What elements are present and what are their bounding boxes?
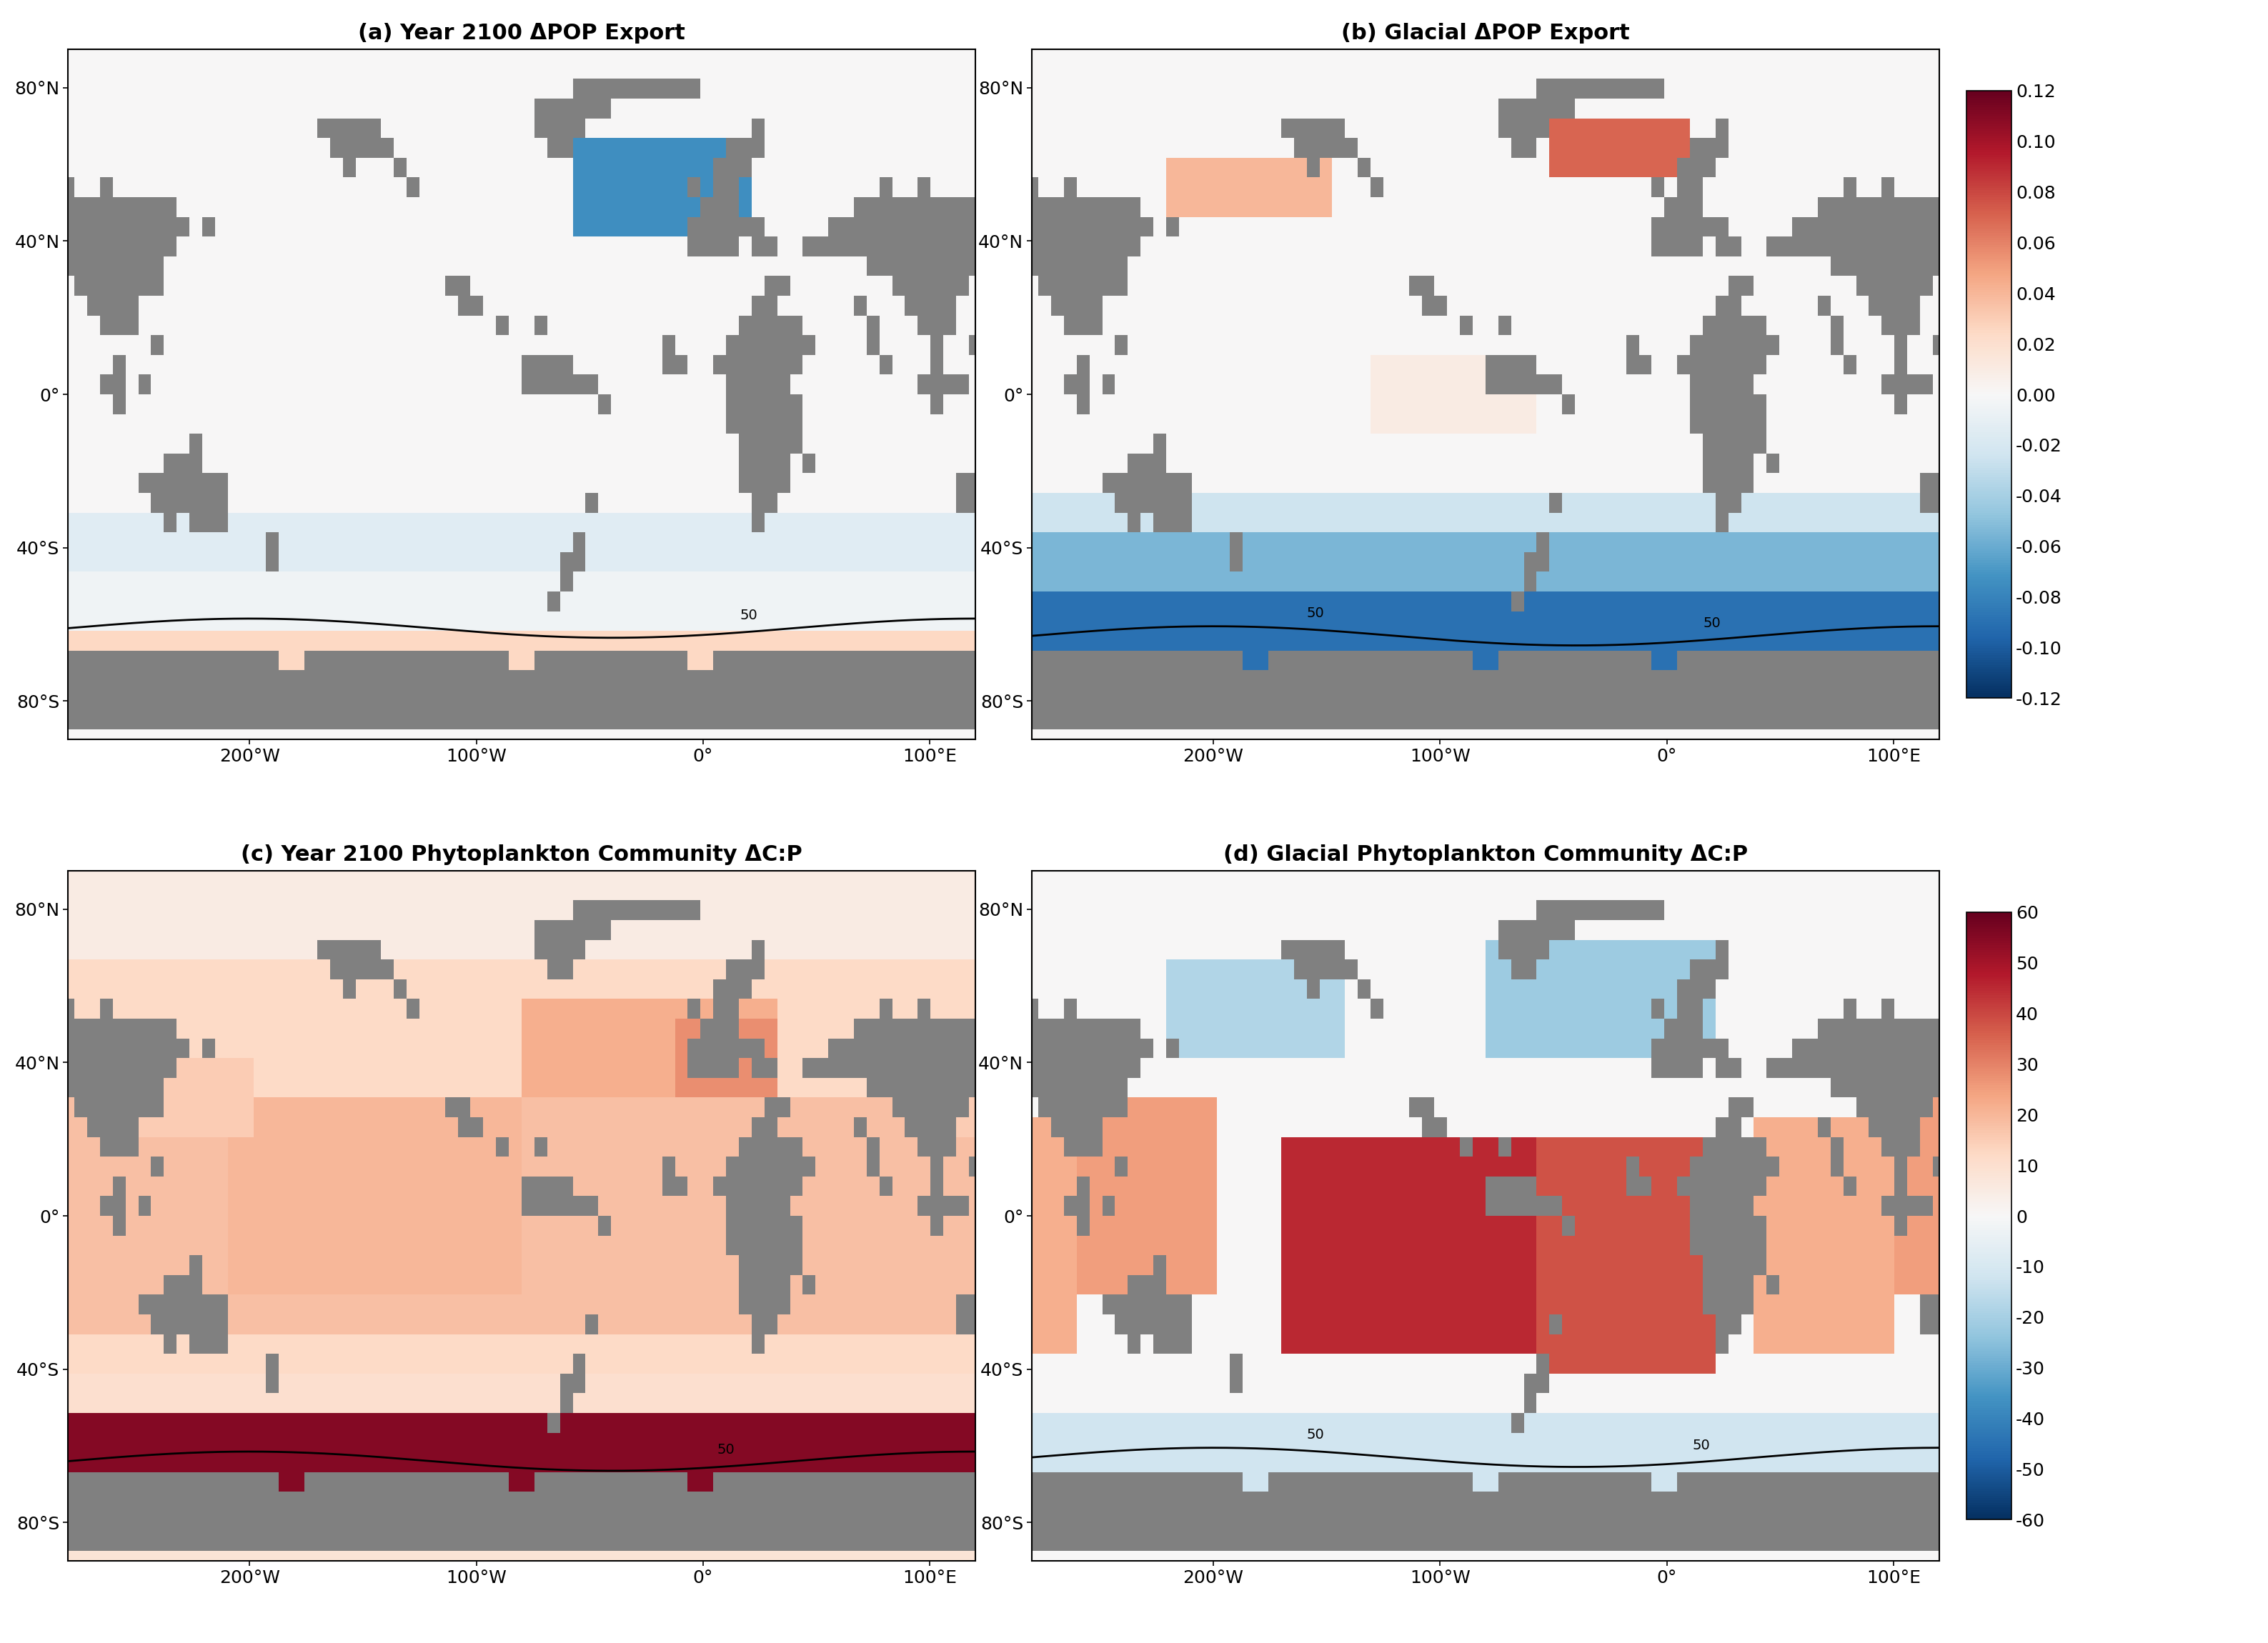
Text: 50: 50 <box>1306 1428 1325 1441</box>
Text: 50: 50 <box>739 608 758 623</box>
Title: (d) Glacial Phytoplankton Community ΔC:P: (d) Glacial Phytoplankton Community ΔC:P <box>1222 845 1749 866</box>
Title: (b) Glacial ΔPOP Export: (b) Glacial ΔPOP Export <box>1340 23 1631 44</box>
Text: 50: 50 <box>717 1443 735 1457</box>
Title: (c) Year 2100 Phytoplankton Community ΔC:P: (c) Year 2100 Phytoplankton Community ΔC… <box>240 845 803 866</box>
Text: 50: 50 <box>1703 616 1721 629</box>
Text: 50: 50 <box>1306 606 1325 619</box>
Text: 50: 50 <box>1692 1439 1710 1452</box>
Title: (a) Year 2100 ΔPOP Export: (a) Year 2100 ΔPOP Export <box>358 23 685 44</box>
